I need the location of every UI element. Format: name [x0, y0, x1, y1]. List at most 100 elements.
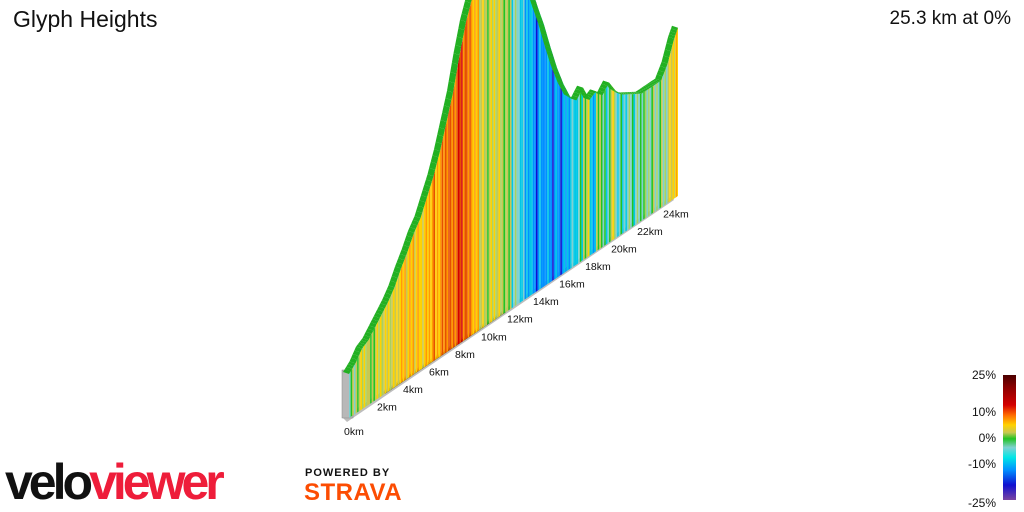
profile-segment: [488, 0, 491, 324]
profile-segment: [563, 84, 566, 274]
profile-segment: [578, 94, 580, 264]
veloviewer-logo[interactable]: veloviewer: [5, 452, 225, 512]
profile-segment: [532, 0, 535, 295]
profile-segment: [641, 92, 644, 221]
chart-title: Glyph Heights: [13, 6, 158, 32]
profile-segment: [662, 72, 665, 207]
profile-segment: [547, 36, 549, 285]
profile-segment: [469, 2, 471, 337]
profile-segment: [654, 83, 657, 212]
profile-segment: [550, 47, 553, 282]
profile-segment: [599, 93, 601, 250]
profile-segment: [612, 86, 614, 241]
profile-segment: [656, 82, 658, 211]
profile-segment: [427, 191, 429, 366]
profile-segment: [363, 344, 366, 409]
profile-segment: [596, 91, 598, 252]
profile-segment: [638, 93, 640, 223]
profile-segment: [628, 94, 631, 230]
profile-segment: [399, 268, 402, 384]
profile-segment: [389, 294, 392, 391]
profile-segment: [636, 93, 639, 224]
profile-segment: [522, 0, 525, 301]
distance-tick-label: 20km: [611, 244, 637, 256]
profile-segment: [386, 302, 389, 393]
profile-segment: [587, 96, 590, 257]
distance-tick-label: 0km: [344, 426, 364, 438]
distance-tick-label: 16km: [559, 279, 585, 291]
profile-segment: [376, 321, 379, 400]
profile-segment: [482, 0, 484, 329]
profile-segment: [672, 38, 675, 200]
profile-segment: [480, 0, 483, 330]
legend-label-0: 0%: [978, 431, 996, 445]
profile-segment: [417, 221, 419, 372]
profile-segment: [446, 114, 449, 353]
strava-logo[interactable]: STRAVA: [304, 479, 403, 506]
profile-segment: [474, 0, 476, 334]
gradient-legend: 25% 10% 0% -10% -25%: [955, 368, 1024, 512]
profile-segment: [451, 92, 454, 349]
profile-segment: [360, 348, 363, 411]
profile-segment: [643, 91, 645, 220]
profile-segment: [379, 314, 382, 398]
profile-segment: [557, 68, 559, 278]
profile-segment: [418, 218, 421, 371]
profile-segment: [560, 76, 562, 276]
profile-segment: [485, 0, 488, 326]
profile-segment: [516, 0, 519, 306]
profile-segment: [657, 81, 660, 210]
profile-segment: [366, 340, 369, 406]
profile-segment: [404, 255, 406, 381]
profile-segment: [503, 0, 506, 314]
profile-segment: [454, 73, 457, 347]
profile-segment: [571, 97, 574, 268]
distance-tick-label: 24km: [663, 208, 689, 220]
profile-segment: [498, 0, 501, 318]
profile-segment: [410, 237, 413, 377]
profile-segment: [373, 327, 376, 402]
profile-segment: [664, 68, 666, 206]
profile-segment: [568, 93, 571, 270]
profile-segment: [436, 157, 439, 359]
profile-segment: [490, 0, 493, 323]
profile-segment: [623, 94, 626, 233]
profile-segment: [391, 291, 393, 390]
profile-segment: [524, 0, 527, 300]
profile-segment: [519, 0, 522, 303]
profile-segment: [583, 87, 585, 261]
profile-segment: [566, 90, 569, 272]
profile-segment: [514, 0, 517, 307]
profile-segment: [392, 287, 395, 389]
profile-segment: [552, 52, 554, 281]
distance-tick-label: 4km: [403, 384, 423, 396]
profile-segment: [409, 242, 411, 378]
profile-segment: [353, 363, 356, 415]
profile-segment: [548, 41, 551, 284]
profile-segment: [420, 212, 423, 370]
profile-segment: [425, 197, 428, 367]
profile-segment: [355, 359, 358, 414]
profile-segment: [677, 27, 678, 197]
profile-segment: [529, 0, 532, 297]
profile-segment: [534, 0, 536, 293]
profile-segment: [521, 0, 523, 302]
profile-segment: [661, 76, 663, 208]
profile-segment: [444, 121, 447, 354]
distance-tick-label: 18km: [585, 261, 611, 273]
profile-segment: [487, 0, 489, 325]
logo-viewer: viewer: [89, 454, 225, 510]
profile-segment: [501, 0, 504, 315]
legend-label-max: 25%: [971, 368, 996, 382]
legend-label-neg10: -10%: [967, 457, 996, 471]
profile-segment: [477, 0, 480, 332]
profile-segment: [565, 87, 567, 273]
profile-segment: [475, 0, 478, 333]
profile-segment: [495, 0, 497, 320]
profile-segment: [602, 92, 605, 247]
profile-segment: [381, 311, 384, 397]
profile-segment: [493, 0, 496, 321]
profile-segment: [584, 90, 587, 259]
profile-segment: [622, 94, 624, 234]
profile-segment: [526, 0, 528, 299]
